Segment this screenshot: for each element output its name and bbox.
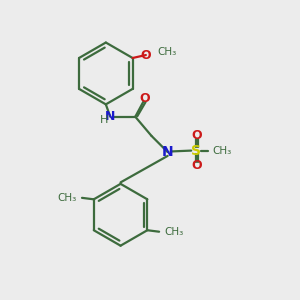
Text: CH₃: CH₃ [157,46,176,56]
Text: CH₃: CH₃ [58,193,77,203]
Text: CH₃: CH₃ [164,227,184,237]
Text: O: O [141,49,152,62]
Text: O: O [191,159,202,172]
Text: CH₃: CH₃ [213,146,232,156]
Text: N: N [162,145,173,159]
Text: H: H [100,115,108,125]
Text: S: S [190,144,201,158]
Text: O: O [191,129,202,142]
Text: O: O [140,92,150,105]
Text: N: N [105,110,116,123]
